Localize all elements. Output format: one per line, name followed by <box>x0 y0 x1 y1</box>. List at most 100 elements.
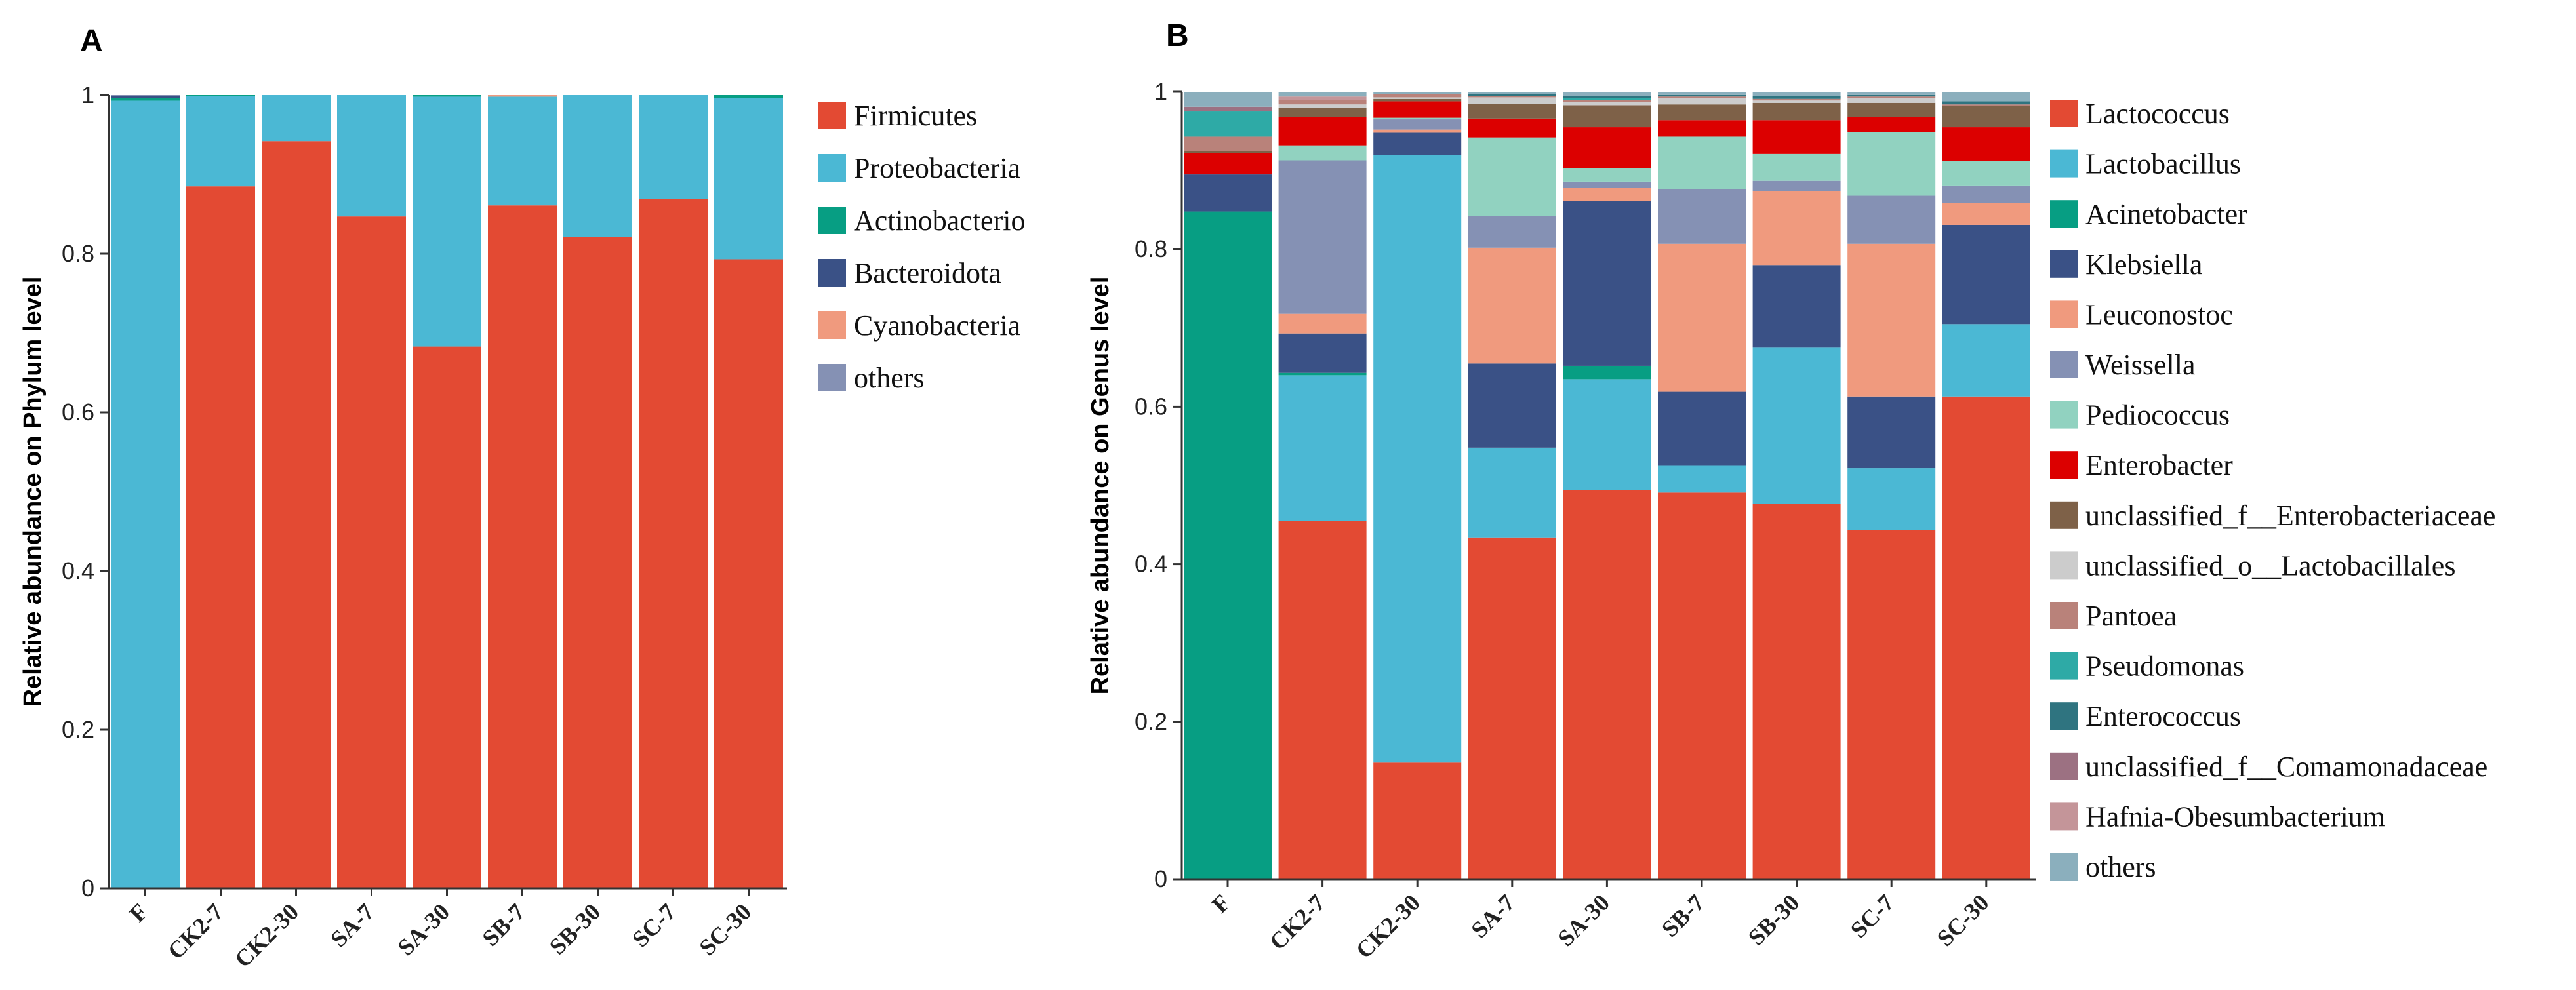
legend-item: Firmicutes <box>818 100 977 132</box>
bar-segment-SC-7-Lactobacillus <box>1847 468 1936 530</box>
bar-segment-SC-30-Klebsiella <box>1942 224 2030 325</box>
legend-label: Firmicutes <box>854 100 977 132</box>
x-tick-label: SC-7 <box>627 898 681 952</box>
bar-segment-F-Proteobacteria <box>111 100 180 889</box>
legend-item: unclassified_f__Comamonadaceae <box>2050 751 2487 783</box>
bar-segment-SA-30-Klebsiella <box>1563 201 1651 366</box>
y-tick-label: 0.6 <box>1135 393 1167 420</box>
bar-stack-SB-7 <box>488 95 557 889</box>
legend-label: unclassified_o__Lactobacillales <box>2085 549 2455 582</box>
chart-a-phylum: F CK2-7 CK2-30 SA-7 SA-30 SB-7 SB-30 SC-7 SC-30 0… <box>19 81 1025 973</box>
legend-item: Proteobacteria <box>818 152 1020 184</box>
bar-segment-SC-30-Enterococcus <box>1942 101 2030 105</box>
bar-segment-CK2-30-Firmicutes <box>262 141 331 889</box>
bar-segment-CK2-7-unclassified_o__Lactobacillales <box>1278 104 1367 108</box>
bar-segment-SA-7-Klebsiella <box>1468 363 1556 448</box>
legend-swatch <box>2050 652 2078 680</box>
bar-segment-SB-30-Enterobacter <box>1752 120 1841 154</box>
bar-segment-SB-30-others <box>1752 92 1841 96</box>
bar-segment-SA-30-Leuconostoc <box>1563 188 1651 201</box>
legend-item: Lactobacillus <box>2050 148 2241 180</box>
x-tick-label: CK2-30 <box>1351 889 1425 963</box>
legend-label: Bacteroidota <box>854 257 1001 289</box>
x-tick-label: SC-30 <box>694 898 756 960</box>
bar-segment-F-Pseudomonas <box>1184 111 1272 137</box>
bar-segment-CK2-7-Firmicutes <box>186 186 255 888</box>
legend-swatch <box>2050 250 2078 278</box>
bar-segment-CK2-7-Lactococcus <box>1278 521 1367 879</box>
bar-segment-SC-7-Pantoea <box>1847 96 1936 98</box>
legend-swatch <box>818 154 846 182</box>
bar-segment-SC-7-Enterobacter <box>1847 117 1936 132</box>
legend-swatch <box>818 311 846 339</box>
bar-segment-SA-7-Pediococcus <box>1468 137 1556 216</box>
bar-segment-SA-7-Enterococcus <box>1468 94 1556 96</box>
bar-segment-SB-30-Lactobacillus <box>1752 347 1841 504</box>
bar-segment-SB-30-Enterococcus <box>1752 96 1841 99</box>
bar-segment-CK2-30-Klebsiella <box>1373 132 1462 155</box>
bar-segment-SB-7-Lactobacillus <box>1658 465 1746 493</box>
bar-segment-SB-30-Leuconostoc <box>1752 191 1841 266</box>
bar-stack-SC-7 <box>639 95 708 888</box>
bar-segment-CK2-30-Proteobacteria <box>262 95 331 142</box>
x-tick-label: F <box>124 898 153 927</box>
bar-segment-SB-7-Leuconostoc <box>1658 243 1746 392</box>
legend-item: unclassified_f__Enterobacteriaceae <box>2050 500 2495 532</box>
bar-segment-CK2-30-unclassified_o__Lactobacillales <box>1373 97 1462 99</box>
legend-label: Pantoea <box>2085 600 2177 632</box>
bar-segment-SA-30-unclassified_f__Enterobacteriaceae <box>1563 105 1651 128</box>
bar-stack-SA-30 <box>413 95 481 888</box>
legend-label: Proteobacteria <box>854 152 1020 184</box>
bar-segment-F-Acinetobacter <box>1184 211 1272 879</box>
legend-item: others <box>818 362 925 394</box>
legend-swatch <box>818 207 846 234</box>
bar-segment-SA-7-Lactobacillus <box>1468 447 1556 538</box>
bar-segment-F-unclassified_f__Enterobacteriaceae <box>1184 151 1272 153</box>
bar-segment-CK2-7-Enterobacter <box>1278 117 1367 146</box>
bar-stack-SB-30 <box>1752 92 1841 879</box>
bar-segment-SC-7-Enterococcus <box>1847 94 1936 97</box>
bar-segment-CK2-7-Proteobacteria <box>186 96 255 187</box>
legend-swatch <box>2050 149 2078 178</box>
bar-stack-SC-30 <box>1942 92 2030 879</box>
bar-segment-CK2-7-unclassified_f__Enterobacteriaceae <box>1278 108 1367 117</box>
bar-segment-SC-30-Lactobacillus <box>1942 324 2030 397</box>
legend-swatch <box>2050 300 2078 328</box>
bar-segment-CK2-30-Enterobacter <box>1373 101 1462 118</box>
x-tick-label: SA-30 <box>392 898 454 960</box>
bar-segment-SB-30-Weissella <box>1752 180 1841 191</box>
bar-segment-CK2-7-Acinetobacter <box>1278 372 1367 376</box>
bar-segment-SA-7-unclassified_f__Enterobacteriaceae <box>1468 104 1556 119</box>
bar-segment-SB-7-others <box>1658 92 1746 95</box>
y-tick-label: 1 <box>81 81 94 108</box>
legend-swatch <box>2050 602 2078 629</box>
bar-stack-SC-7 <box>1847 92 1936 879</box>
legend-label: Lactobacillus <box>2085 148 2241 180</box>
bar-segment-F-unclassified_f__Comamonadaceae <box>1184 106 1272 112</box>
legend-item: Pediococcus <box>2050 399 2230 431</box>
legend: Firmicutes Proteobacteria Actinobacterio Ba… <box>818 100 1025 394</box>
bar-segment-CK2-7-Weissella <box>1278 160 1367 314</box>
bar-stack-CK2-7 <box>1278 92 1367 879</box>
bar-segment-SC-30-Proteobacteria <box>714 98 783 260</box>
legend-label: Enterococcus <box>2085 700 2241 732</box>
x-tick-label: SA-30 <box>1552 889 1615 951</box>
bar-segment-SA-7-Proteobacteria <box>337 95 406 217</box>
bar-segment-SB-7-Enterobacter <box>1658 120 1746 137</box>
bar-segment-SB-7-Klebsiella <box>1658 391 1746 466</box>
y-tick-label: 1 <box>1154 78 1167 105</box>
legend-item: Leuconostoc <box>2050 298 2233 330</box>
y-tick-label: 0 <box>1154 865 1167 892</box>
bar-segment-CK2-30-Lactococcus <box>1373 762 1462 879</box>
bar-segment-SC-7-unclassified_f__Enterobacteriaceae <box>1847 102 1936 117</box>
legend-label: unclassified_f__Comamonadaceae <box>2085 751 2487 783</box>
bar-segment-SA-7-Lactococcus <box>1468 537 1556 879</box>
bar-segment-SC-7-Weissella <box>1847 195 1936 244</box>
legend-label: Acinetobacter <box>2085 198 2247 230</box>
bar-segment-SB-7-Weissella <box>1658 189 1746 244</box>
bar-segment-SC-7-Firmicutes <box>639 199 708 888</box>
legend-swatch <box>2050 351 2078 378</box>
legend-item: Acinetobacter <box>2050 198 2247 230</box>
bar-segment-SC-30-Actinobacterio <box>714 95 783 98</box>
bar-segment-CK2-30-unclassified_f__Enterobacteriaceae <box>1373 98 1462 102</box>
